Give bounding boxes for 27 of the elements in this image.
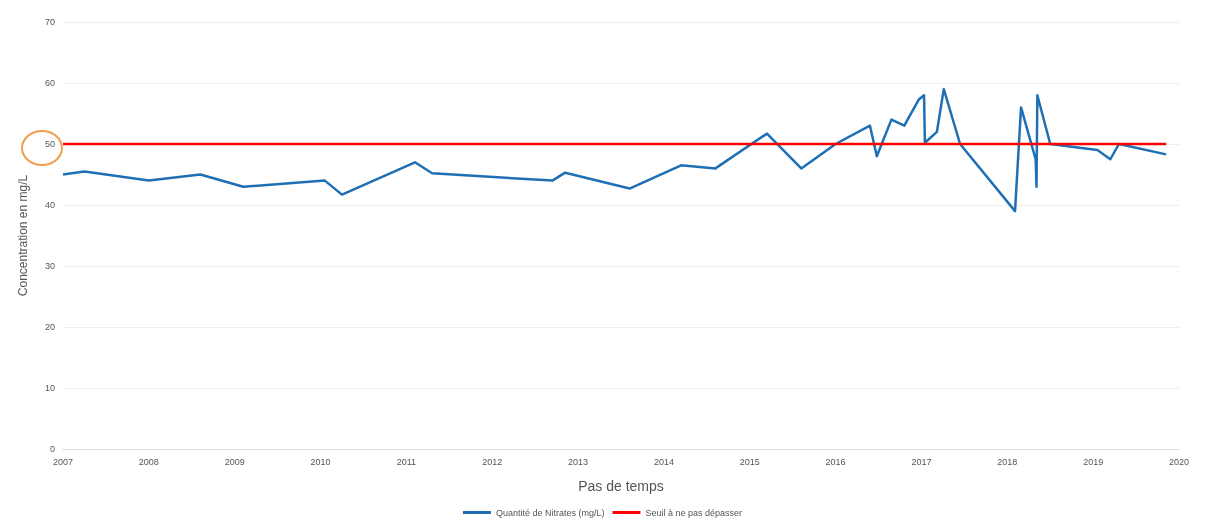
x-tick-label: 2008 (138, 456, 159, 467)
y-tick-label: 20 (44, 322, 55, 332)
line-series (61, 87, 1168, 213)
y-tick-label: 40 (44, 200, 55, 210)
x-axis-title: Pas de temps (578, 478, 664, 494)
x-tick-label: 2014 (653, 456, 674, 467)
x-tick-label: 2010 (310, 456, 331, 467)
y-axis-title: Concentration en mg/L (16, 174, 30, 297)
x-tick-label: 2018 (997, 456, 1018, 467)
x-tick-label: 2007 (52, 456, 74, 467)
x-tick-label: 2011 (396, 456, 417, 467)
y-tick-label: 70 (44, 17, 55, 27)
x-tick-label: 2020 (1168, 456, 1190, 467)
legend-label: Quantité de Nitrates (mg/L) (495, 507, 605, 518)
x-tick-label: 2016 (825, 456, 846, 467)
y-tick-label: 50 (44, 139, 55, 149)
x-tick-label: 2009 (224, 456, 245, 467)
y-tick-label: 60 (44, 78, 55, 88)
y-tick-label: 30 (44, 261, 55, 271)
x-tick-label: 2013 (568, 456, 589, 467)
x-tick-label: 2017 (911, 456, 932, 467)
x-tick-label: 2019 (1083, 456, 1104, 467)
x-tick-label: 2015 (739, 456, 760, 467)
legend-label: Seuil à ne pas dépasser (645, 507, 743, 518)
y-tick-label: 10 (44, 383, 55, 393)
y-tick-label: 0 (49, 444, 55, 454)
x-tick-label: 2012 (482, 456, 503, 467)
